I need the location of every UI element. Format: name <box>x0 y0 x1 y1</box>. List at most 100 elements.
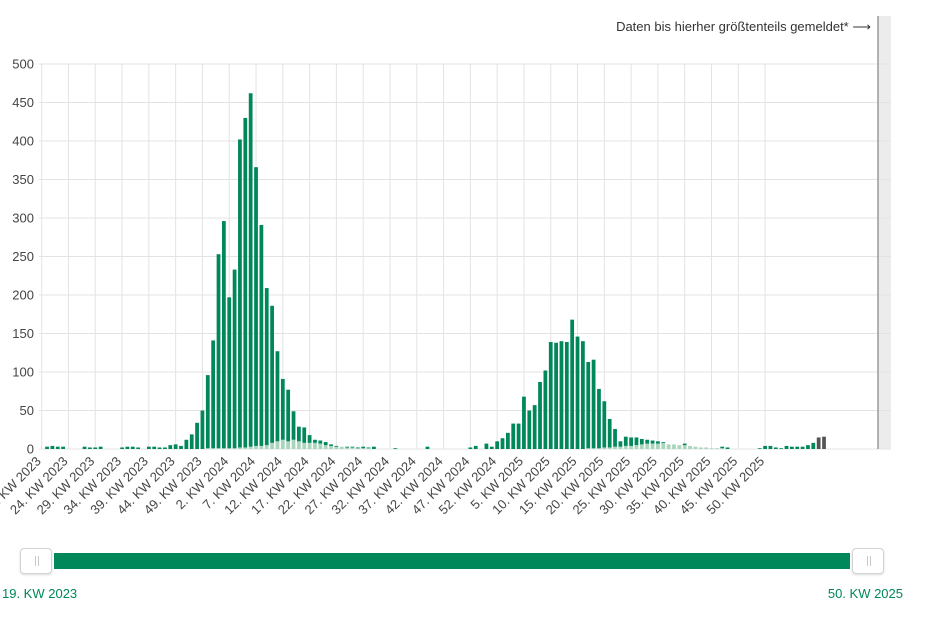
bar-week-31 <box>205 375 210 449</box>
bar-week-46 <box>286 389 291 442</box>
time-range-slider[interactable] <box>20 548 884 576</box>
bar-week-3 <box>55 446 60 449</box>
bar-week-109 <box>623 445 628 449</box>
bar-week-114 <box>650 440 655 444</box>
bar-week-108 <box>618 446 623 449</box>
bar-week-120 <box>682 443 687 446</box>
bar-week-8 <box>82 446 87 449</box>
bar-week-106 <box>607 418 612 448</box>
bar-week-143 <box>806 445 810 449</box>
range-end-handle[interactable] <box>852 548 884 574</box>
bar-week-135 <box>763 445 767 449</box>
bar-week-114 <box>650 443 655 449</box>
bar-week-110 <box>629 437 633 446</box>
bar-week-89 <box>516 423 521 449</box>
range-start-handle[interactable] <box>20 548 52 574</box>
bar-week-145 <box>816 437 821 449</box>
grip-icon <box>867 556 868 566</box>
bar-week-50 <box>307 442 312 449</box>
bar-week-33 <box>216 254 221 449</box>
bar-week-25 <box>173 444 178 449</box>
bar-week-80 <box>468 447 473 449</box>
bar-week-10 <box>93 447 98 449</box>
bar-week-61 <box>366 447 371 449</box>
bar-week-52 <box>318 440 323 444</box>
bar-week-140 <box>789 446 794 449</box>
bar-week-104 <box>597 388 601 449</box>
bar-week-107 <box>613 446 617 449</box>
bar-week-139 <box>784 445 789 449</box>
bar-week-93 <box>538 382 542 449</box>
bar-week-20 <box>146 446 151 449</box>
bar-week-109 <box>623 436 628 446</box>
bar-week-110 <box>629 445 633 449</box>
bar-week-88 <box>511 423 516 449</box>
y-tick-label: 50 <box>20 403 34 418</box>
bar-week-127 <box>720 446 725 449</box>
bar-week-121 <box>688 445 692 449</box>
bar-week-2 <box>50 445 55 449</box>
bar-week-35 <box>227 448 232 450</box>
y-axis: 0 50 100 150 200 250 300 350 400 450 500 <box>12 57 34 457</box>
bar-week-11 <box>98 446 103 449</box>
bar-week-120 <box>682 445 687 449</box>
bar-week-44 <box>275 441 280 449</box>
bar-week-17 <box>130 446 135 449</box>
bar-week-116 <box>661 442 666 443</box>
bar-week-60 <box>361 448 366 450</box>
bar-week-85 <box>495 441 500 449</box>
bar-week-59 <box>355 448 360 450</box>
bar-week-87 <box>505 432 510 449</box>
bar-week-59 <box>355 447 360 449</box>
bar-week-136 <box>768 445 773 449</box>
bar-week-111 <box>634 445 639 449</box>
range-selection-bar[interactable] <box>54 553 850 569</box>
bar-week-49 <box>302 427 307 443</box>
bar-week-38 <box>243 117 248 448</box>
bar-week-142 <box>800 446 805 449</box>
bar-week-55 <box>334 446 339 449</box>
bar-week-43 <box>270 442 274 449</box>
bar-chart: 0 50 100 150 200 250 300 350 400 450 500 19. KW 20… <box>0 16 891 517</box>
bar-week-47 <box>291 411 296 440</box>
bar-week-124 <box>704 447 709 449</box>
y-tick-label: 200 <box>12 288 34 303</box>
bar-week-115 <box>656 443 660 449</box>
bar-week-54 <box>329 444 333 446</box>
bar-week-40 <box>254 445 258 449</box>
bar-week-43 <box>270 305 274 443</box>
bar-week-102 <box>586 448 591 450</box>
reporting-cutoff-annotation: Daten bis hierher größtenteils gemeldet*… <box>616 19 871 34</box>
bar-week-81 <box>473 445 478 449</box>
bar-week-62 <box>372 446 376 449</box>
bar-week-42 <box>264 445 269 449</box>
bar-week-32 <box>211 448 216 450</box>
bar-week-111 <box>634 437 639 446</box>
bar-week-97 <box>559 341 564 449</box>
bar-week-58 <box>350 447 355 449</box>
bar-week-27 <box>184 439 189 449</box>
bar-week-105 <box>602 447 607 449</box>
bar-week-146 <box>822 436 826 449</box>
bar-week-128 <box>725 447 730 449</box>
bar-week-41 <box>259 445 264 449</box>
bar-week-138 <box>779 448 784 450</box>
bar-week-116 <box>661 442 666 449</box>
bar-week-39 <box>248 93 253 447</box>
bar-week-15 <box>120 447 124 449</box>
bar-week-101 <box>581 341 585 449</box>
bar-week-100 <box>575 336 580 449</box>
y-tick-label: 500 <box>12 57 34 72</box>
bar-week-4 <box>61 446 65 449</box>
bar-week-91 <box>527 410 532 449</box>
bar-week-108 <box>618 441 623 447</box>
bar-week-48 <box>297 426 301 442</box>
y-tick-label: 150 <box>12 326 34 341</box>
bar-week-42 <box>264 288 269 446</box>
bar-week-41 <box>259 224 264 446</box>
bar-week-115 <box>656 441 660 444</box>
bar-week-21 <box>152 446 157 449</box>
bar-week-33 <box>216 448 221 450</box>
bar-week-113 <box>645 443 650 449</box>
bar-week-95 <box>548 341 553 449</box>
